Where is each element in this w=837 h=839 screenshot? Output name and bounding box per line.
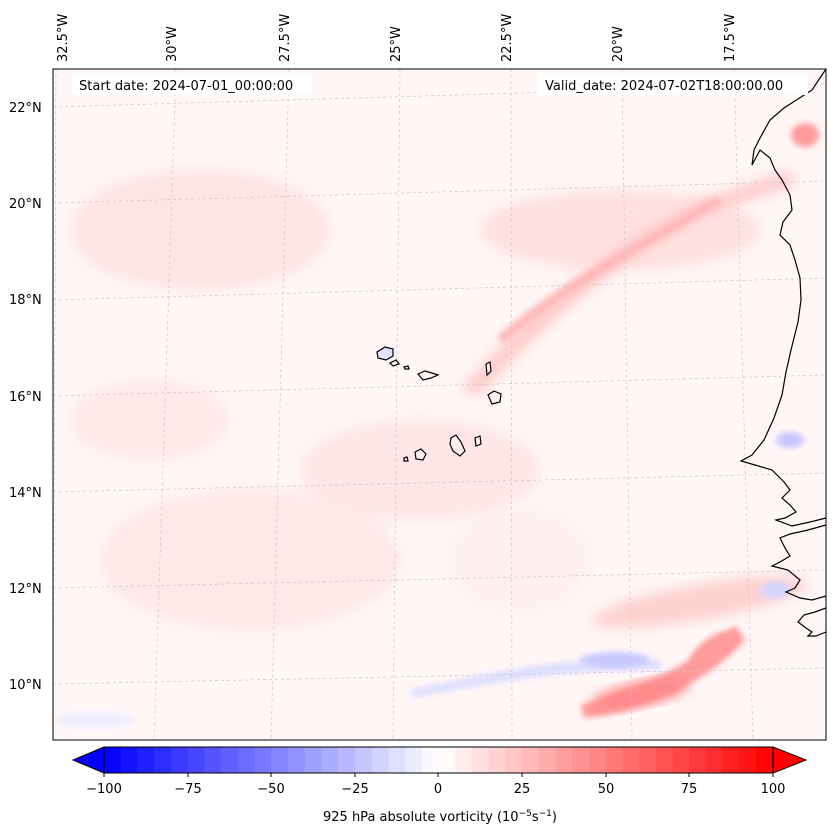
colorbar-segment [338,747,356,773]
colorbar-segment [639,747,657,773]
colorbar-segment [488,747,507,773]
colorbar-segment [321,747,339,773]
valid-date-label: Valid_date: 2024-07-02T18:00:00.00 [545,79,783,94]
colorbar-segment [739,747,757,773]
colorbar-segment [237,747,256,773]
colorbar-label: 925 hPa absolute vorticity (10−5s−1) [323,809,557,825]
colorbar-segment [287,747,306,773]
colorbar-segment [655,747,674,773]
colorbar-segment [187,747,205,773]
lon-label-20w: 20°W [611,26,626,62]
colorbar-tick-labels: −100 −75 −50 −25 0 25 50 75 100 [86,782,785,797]
colorbar-segment [304,747,323,773]
lat-label-10n: 10°N [9,678,42,693]
island-sao-vicente [388,359,400,367]
lat-label-12n: 12°N [9,582,42,597]
colorbar-segment [706,747,724,773]
colorbar-segment [756,747,774,773]
lon-label-27.5w: 27.5°W [278,14,293,62]
colorbar-tick-label: −100 [86,782,122,797]
lat-label-14n: 14°N [9,486,42,501]
colorbar-segment [505,747,523,773]
colorbar-segment [455,747,473,773]
colorbar-segment [170,747,189,773]
colorbar-segment [589,747,607,773]
colorbar-tick-label: 0 [434,782,442,797]
colorbar-segment [154,747,172,773]
colorbar-segment [271,747,289,773]
colorbar-segment [689,747,707,773]
colorbar-segment [254,747,272,773]
colorbar-ticks [103,773,774,777]
lat-label-22n: 22°N [9,101,42,116]
lon-label-32.5w: 32.5°W [56,14,71,62]
colorbar-segment [555,747,573,773]
colorbar-segment [605,747,624,773]
colorbar-segment [388,747,406,773]
colorbar-tick-label: 75 [681,782,698,797]
island-sal [485,361,492,377]
colorbar-segment [572,747,590,773]
colorbar-max-extend-arrow [772,746,808,774]
map-panel: Start date: 2024-07-01_00:00:00 Valid_da… [53,69,826,740]
colorbar-segment [104,747,122,773]
colorbar-segment [405,747,423,773]
africa-coastline [739,69,826,637]
lon-label-17.5w: 17.5°W [723,14,738,62]
colorbar-segment [137,747,155,773]
vorticity-field [55,123,819,728]
lon-label-25w: 25°W [389,26,404,62]
header-labels: Start date: 2024-07-01_00:00:00 Valid_da… [72,73,808,95]
island-maio [474,435,482,447]
island-santa-luzia [403,365,410,370]
island-fogo [414,448,427,461]
longitude-labels: 32.5°W 30°W 27.5°W 25°W 22.5°W 20°W 17.5… [56,14,738,62]
colorbar-segment [204,747,222,773]
colorbar-tick-label: 50 [598,782,615,797]
island-sao-nicolau [417,370,440,381]
latitude-labels: 22°N 20°N 18°N 16°N 14°N 12°N 10°N [9,101,42,693]
colorbar-segment [672,747,690,773]
colorbar-segment [722,747,741,773]
island-brava [403,456,409,462]
lon-label-22.5w: 22.5°W [500,14,515,62]
colorbar-tick-label: −75 [174,782,201,797]
island-boa-vista [487,390,502,405]
colorbar-tick-label: −50 [257,782,284,797]
colorbar-tick-label: 25 [514,782,531,797]
colorbar-segment [622,747,640,773]
colorbar-segment [522,747,540,773]
colorbar-segment [221,747,239,773]
colorbar-segment [421,747,440,773]
island-santo-antao [376,346,394,361]
lon-label-30w: 30°W [165,26,180,62]
colorbar-tick-label: 100 [761,782,786,797]
island-santiago [449,434,466,457]
start-date-label: Start date: 2024-07-01_00:00:00 [79,79,293,94]
lat-label-16n: 16°N [9,390,42,405]
colorbar-segment [471,747,490,773]
colorbar-tick-label: −25 [341,782,368,797]
colorbar-segment [120,747,139,773]
colorbar: −100 −75 −50 −25 0 25 50 75 100 925 hPa … [71,746,808,825]
lat-label-18n: 18°N [9,293,42,308]
map-frame [52,68,827,741]
cape-verde-islands [376,346,502,462]
colorbar-segment [354,747,373,773]
colorbar-segment [538,747,557,773]
colorbar-segment [438,747,456,773]
colorbar-min-extend-arrow [71,746,105,774]
colorbar-segment [371,747,389,773]
colorbar-segments [104,747,774,773]
lat-label-20n: 20°N [9,197,42,212]
